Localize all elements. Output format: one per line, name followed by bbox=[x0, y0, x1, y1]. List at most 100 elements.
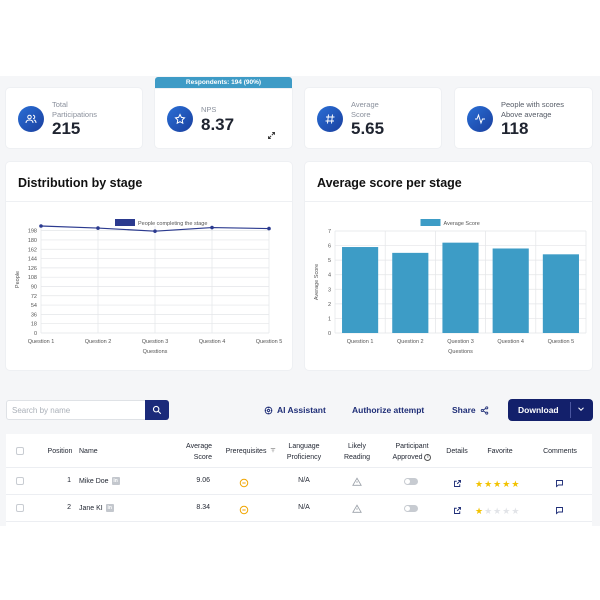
divider bbox=[6, 467, 592, 468]
legend-swatch bbox=[420, 219, 441, 226]
external-link-icon[interactable] bbox=[453, 475, 462, 493]
select-all-checkbox[interactable] bbox=[16, 447, 24, 455]
favorite-rating[interactable]: ★★★★★ bbox=[475, 501, 520, 519]
search-icon bbox=[152, 405, 162, 415]
star-icon[interactable]: ★ bbox=[475, 506, 484, 516]
linkedin-icon[interactable]: in bbox=[105, 504, 114, 512]
approved-toggle[interactable] bbox=[404, 478, 418, 485]
favorite-rating[interactable]: ★★★★★ bbox=[475, 474, 520, 492]
kpi-value: 215 bbox=[52, 119, 81, 138]
y-tick-label: 180 bbox=[28, 238, 37, 244]
search-input[interactable]: Search by name bbox=[6, 400, 146, 420]
y-tick-label: 144 bbox=[28, 257, 37, 263]
approved-toggle[interactable] bbox=[404, 505, 418, 512]
prerequisite-status-icon[interactable] bbox=[239, 502, 249, 520]
kpi-value: 118 bbox=[501, 119, 529, 138]
download-button[interactable]: Download bbox=[508, 399, 593, 421]
download-label: Download bbox=[518, 405, 559, 415]
star-icon bbox=[167, 106, 193, 132]
y-tick-label: 1 bbox=[328, 316, 331, 322]
search-button[interactable] bbox=[145, 400, 169, 420]
y-tick-label: 6 bbox=[328, 244, 331, 250]
star-icon[interactable]: ★ bbox=[484, 506, 493, 516]
header-position[interactable]: Position bbox=[47, 448, 73, 455]
bar bbox=[392, 252, 429, 333]
row-position: 1 bbox=[67, 477, 71, 484]
filter-icon[interactable] bbox=[270, 447, 276, 453]
info-icon[interactable]: i bbox=[424, 453, 432, 461]
x-tick-label: Question 3 bbox=[447, 339, 474, 345]
star-icon[interactable]: ★ bbox=[511, 506, 520, 516]
header-line: Likely bbox=[348, 443, 366, 450]
header-line: Language bbox=[288, 443, 320, 450]
y-tick-label: 3 bbox=[328, 287, 331, 293]
star-icon[interactable]: ★ bbox=[475, 479, 484, 489]
y-tick-label: 90 bbox=[31, 284, 37, 290]
ai-assistant-label: AI Assistant bbox=[277, 405, 326, 415]
data-point bbox=[39, 224, 43, 228]
bar bbox=[492, 248, 529, 333]
kpi-label-line: Average bbox=[351, 100, 379, 109]
header-label: Prerequisites bbox=[225, 448, 267, 455]
header-label: Approved bbox=[392, 454, 423, 461]
x-tick-label: Question 4 bbox=[497, 339, 524, 345]
star-icon[interactable]: ★ bbox=[493, 479, 502, 489]
header-details[interactable]: Details bbox=[446, 448, 468, 455]
respondents-badge: Respondents: 194 (90%) bbox=[155, 77, 292, 89]
divider bbox=[6, 521, 592, 522]
row-language-proficiency: N/A bbox=[298, 504, 310, 511]
header-favorite[interactable]: Favorite bbox=[487, 448, 513, 455]
chart-legend: People completing the stage bbox=[115, 219, 207, 227]
row-name[interactable]: Mike Doe in bbox=[79, 477, 120, 485]
star-icon[interactable]: ★ bbox=[511, 479, 520, 489]
star-icon[interactable]: ★ bbox=[484, 479, 493, 489]
prerequisite-status-icon[interactable] bbox=[239, 475, 249, 493]
share-button[interactable]: Share bbox=[452, 405, 489, 415]
linkedin-icon[interactable]: in bbox=[111, 477, 120, 485]
star-icon[interactable]: ★ bbox=[502, 479, 511, 489]
header-comments[interactable]: Comments bbox=[543, 448, 577, 455]
external-link-icon[interactable] bbox=[453, 502, 462, 520]
line-chart: People completing the stage 0 18 36 54 72 90 10… bbox=[15, 219, 282, 355]
header-line: Participant bbox=[395, 443, 429, 450]
y-tick-label: 36 bbox=[31, 312, 37, 318]
x-tick-label: Question 3 bbox=[142, 339, 169, 345]
authorize-attempt-button[interactable]: Authorize attempt bbox=[352, 405, 424, 415]
header-language-proficiency[interactable]: Language Proficiency bbox=[276, 441, 332, 463]
row-name[interactable]: Jane KI in bbox=[79, 504, 114, 512]
header-average-score[interactable]: Average Score bbox=[170, 441, 212, 463]
row-language-proficiency: N/A bbox=[298, 477, 310, 484]
kpi-label: Total Participations bbox=[52, 100, 97, 120]
expand-icon[interactable] bbox=[267, 127, 276, 145]
ai-assistant-button[interactable]: AI Assistant bbox=[264, 405, 326, 415]
header-name[interactable]: Name bbox=[79, 448, 98, 455]
y-tick-label: 0 bbox=[34, 331, 37, 337]
users-icon bbox=[18, 106, 44, 132]
kpi-label-line: NPS bbox=[201, 105, 217, 114]
y-tick-label: 198 bbox=[28, 229, 37, 235]
divider bbox=[570, 402, 571, 418]
y-axis-label: Average Score bbox=[314, 264, 320, 300]
header-prerequisites[interactable]: Prerequisites bbox=[216, 446, 286, 457]
star-icon[interactable]: ★ bbox=[502, 506, 511, 516]
y-tick-label: 108 bbox=[28, 275, 37, 281]
comment-icon[interactable] bbox=[555, 502, 564, 520]
comment-icon[interactable] bbox=[555, 475, 564, 493]
x-tick-label: Question 1 bbox=[347, 339, 374, 345]
ai-icon bbox=[264, 406, 273, 414]
kpi-average-score: Average Score 5.65 bbox=[305, 88, 441, 148]
chart-title: Distribution by stage bbox=[18, 176, 143, 190]
kpi-value: 8.37 bbox=[201, 115, 235, 134]
header-participant-approved[interactable]: Participant Approved i bbox=[382, 441, 442, 463]
legend-label: Average Score bbox=[444, 221, 480, 227]
chevron-down-icon[interactable] bbox=[576, 404, 586, 416]
star-icon[interactable]: ★ bbox=[493, 506, 502, 516]
row-checkbox[interactable] bbox=[16, 477, 24, 485]
row-checkbox[interactable] bbox=[16, 504, 24, 512]
header-likely-reading[interactable]: Likely Reading bbox=[336, 441, 378, 463]
warning-icon bbox=[352, 501, 362, 519]
row-average-score: 9.06 bbox=[196, 477, 210, 484]
warning-icon bbox=[352, 474, 362, 492]
y-tick-label: 7 bbox=[328, 229, 331, 235]
y-tick-label: 54 bbox=[31, 303, 37, 309]
